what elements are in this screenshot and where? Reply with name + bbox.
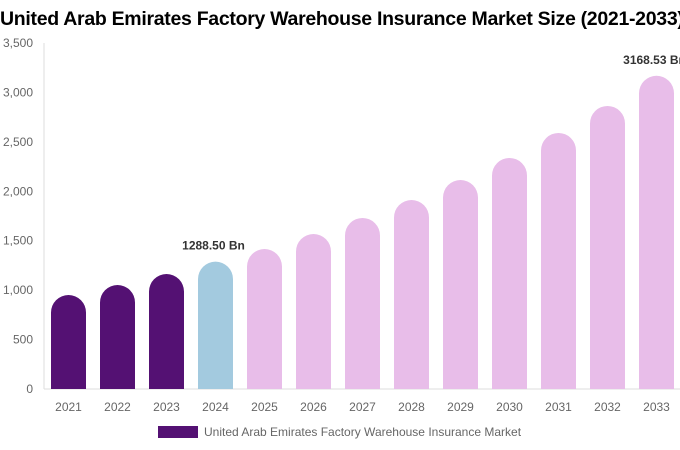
x-tick-label: 2021 (55, 400, 82, 414)
chart-title: United Arab Emirates Factory Warehouse I… (0, 8, 680, 30)
bar-2033 (639, 75, 674, 389)
x-tick-label: 2033 (643, 400, 670, 414)
x-tick-label: 2031 (545, 400, 572, 414)
y-tick-label: 500 (13, 333, 33, 347)
x-tick-label: 2022 (104, 400, 131, 414)
legend[interactable]: United Arab Emirates Factory Warehouse I… (158, 425, 521, 439)
data-label-2024: 1288.50 Bn (182, 239, 245, 253)
x-tick-label: 2025 (251, 400, 278, 414)
y-tick-label: 1,500 (3, 234, 33, 248)
legend-label: United Arab Emirates Factory Warehouse I… (204, 425, 522, 439)
bar-2022 (100, 285, 135, 389)
y-tick-label: 1,000 (3, 283, 33, 297)
y-tick-label: 3,000 (3, 85, 33, 99)
bar-2032 (590, 105, 625, 390)
data-label-2033: 3168.53 Bn (623, 53, 680, 67)
x-tick-label: 2032 (594, 400, 621, 414)
x-tick-label: 2030 (496, 400, 523, 414)
y-tick-label: 2,500 (3, 135, 33, 149)
x-tick-label: 2026 (300, 400, 327, 414)
y-tick-label: 3,500 (3, 36, 33, 50)
x-tick-label: 2023 (153, 400, 180, 414)
x-tick-label: 2027 (349, 400, 376, 414)
bar-2029 (443, 180, 478, 389)
bar-2028 (394, 199, 429, 389)
bar-2026 (296, 233, 331, 389)
bar-2021 (51, 294, 86, 389)
x-tick-label: 2024 (202, 400, 229, 414)
bar-2024 (198, 261, 233, 389)
y-tick-label: 0 (26, 382, 33, 396)
bar-2030 (492, 157, 527, 389)
x-tick-label: 2028 (398, 400, 425, 414)
bar-2031 (541, 132, 576, 389)
bar-2023 (149, 274, 184, 389)
x-tick-label: 2029 (447, 400, 474, 414)
bar-2027 (345, 217, 380, 389)
legend-swatch (158, 426, 198, 438)
bar-2025 (247, 249, 282, 389)
y-tick-label: 2,000 (3, 184, 33, 198)
